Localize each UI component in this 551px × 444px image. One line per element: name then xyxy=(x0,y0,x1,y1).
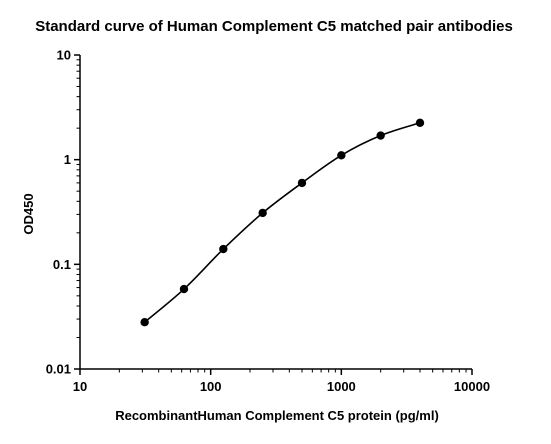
data-points-layer xyxy=(140,118,425,327)
y-tick-label: 1 xyxy=(64,152,71,167)
data-point xyxy=(140,318,149,327)
y-tick-label: 10 xyxy=(57,48,71,63)
data-point xyxy=(337,151,346,160)
x-axis-label: RecombinantHuman Complement C5 protein (… xyxy=(115,408,439,423)
data-point xyxy=(179,284,189,294)
y-tick-label: 0.01 xyxy=(46,362,71,377)
data-point xyxy=(415,118,425,128)
y-tick-label: 0.1 xyxy=(53,257,71,272)
x-tick-label: 100 xyxy=(200,379,222,394)
data-point xyxy=(258,208,267,218)
data-point xyxy=(219,244,228,254)
chart-title: Standard curve of Human Complement C5 ma… xyxy=(35,18,513,35)
data-point xyxy=(376,131,385,140)
x-tick-label: 1000 xyxy=(327,379,356,394)
data-point xyxy=(297,178,307,188)
axes: 10 100 1000 10000 0.01 0.1 1 10 xyxy=(46,48,490,395)
x-tick-label: 10000 xyxy=(454,379,490,394)
x-tick-label: 10 xyxy=(73,379,87,394)
y-axis-label: OD450 xyxy=(21,193,36,234)
